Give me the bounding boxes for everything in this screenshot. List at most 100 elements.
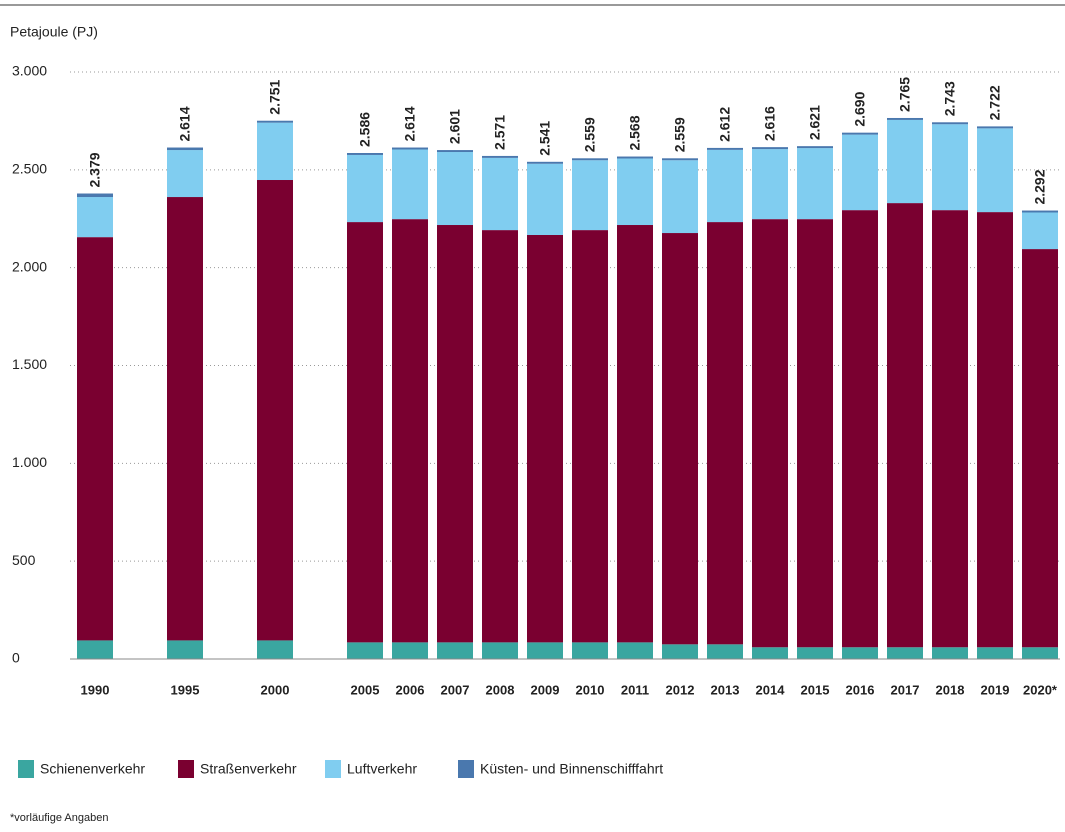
total-label: 2.601: [447, 109, 463, 144]
bar-segment: [482, 155, 518, 158]
bar-segment: [662, 158, 698, 161]
bar-segment: [527, 161, 563, 164]
y-tick-label: 3.000: [12, 63, 47, 79]
bar-segment: [707, 222, 743, 645]
bar-segment: [797, 219, 833, 648]
bar-segment: [842, 132, 878, 135]
total-label: 2.614: [402, 106, 418, 141]
bar-segment: [392, 147, 428, 150]
bar-segment: [77, 197, 113, 238]
x-tick-label: 2020*: [1023, 682, 1058, 697]
bar-segment: [257, 640, 293, 659]
bar-segment: [752, 219, 788, 648]
total-label: 2.612: [717, 107, 733, 142]
bar-segment: [77, 237, 113, 641]
total-label: 2.614: [177, 106, 193, 141]
legend-label: Luftverkehr: [347, 761, 417, 777]
bar-segment: [977, 212, 1013, 648]
bar-segment: [77, 193, 113, 198]
bar-segment: [347, 642, 383, 659]
x-tick-label: 2007: [441, 682, 470, 697]
bar-segment: [572, 642, 608, 659]
bar-segment: [527, 234, 563, 643]
legend-swatch: [458, 760, 474, 778]
bar-segment: [482, 157, 518, 231]
bar-segment: [1022, 249, 1058, 648]
x-tick-label: 2011: [621, 682, 649, 697]
x-tick-label: 2015: [801, 682, 830, 697]
x-tick-label: 2010: [576, 682, 605, 697]
x-tick-label: 2006: [396, 682, 425, 697]
y-tick-label: 1.500: [12, 356, 47, 372]
bar-segment: [932, 124, 968, 211]
bar-segment: [797, 647, 833, 659]
total-label: 2.621: [807, 105, 823, 140]
total-label: 2.586: [357, 112, 373, 147]
x-tick-label: 2013: [711, 682, 740, 697]
total-label: 2.722: [987, 85, 1003, 120]
bar-segment: [617, 642, 653, 659]
bar-segment: [437, 642, 473, 659]
bar-segment: [1022, 210, 1058, 213]
bar-segment: [392, 219, 428, 643]
bar-segment: [752, 147, 788, 150]
x-tick-label: 2014: [756, 682, 786, 697]
bar-segment: [77, 640, 113, 659]
bar-segment: [662, 160, 698, 234]
bar-segment: [167, 150, 203, 198]
total-label: 2.379: [87, 152, 103, 187]
legend-label: Küsten- und Binnenschifffahrt: [480, 761, 663, 777]
bar-segment: [527, 163, 563, 235]
bar-segment: [842, 134, 878, 211]
bar-segment: [572, 230, 608, 643]
bar-segment: [887, 119, 923, 204]
y-tick-label: 0: [12, 650, 20, 666]
y-tick-label: 1.000: [12, 454, 47, 470]
bar-segment: [887, 203, 923, 648]
x-tick-label: 1995: [171, 682, 200, 697]
bar-segment: [617, 225, 653, 643]
bar-segment: [392, 642, 428, 659]
bar-segment: [707, 147, 743, 150]
y-axis-label: Petajoule (PJ): [10, 24, 98, 40]
footnote: *vorläufige Angaben: [10, 812, 108, 824]
total-label: 2.571: [492, 115, 508, 150]
bar-segment: [347, 222, 383, 643]
total-label: 2.616: [762, 106, 778, 141]
bar-segment: [1022, 212, 1058, 250]
bar-segment: [932, 122, 968, 125]
legend-label: Straßenverkehr: [200, 761, 297, 777]
bar-segment: [752, 149, 788, 220]
total-label: 2.541: [537, 121, 553, 156]
bar-segment: [167, 197, 203, 641]
bar-segment: [977, 647, 1013, 659]
bar-segment: [347, 154, 383, 223]
bar-segment: [257, 120, 293, 123]
bar-segment: [437, 150, 473, 153]
x-tick-label: 2017: [891, 682, 920, 697]
bar-segment: [572, 158, 608, 161]
bar-segment: [752, 647, 788, 659]
bar-segment: [572, 160, 608, 231]
legend-swatch: [18, 760, 34, 778]
x-tick-label: 2005: [351, 682, 380, 697]
total-label: 2.559: [582, 117, 598, 152]
total-label: 2.292: [1032, 169, 1048, 204]
bar-segment: [887, 647, 923, 659]
bar-segment: [662, 644, 698, 659]
x-tick-label: 2019: [981, 682, 1010, 697]
total-label: 2.559: [672, 117, 688, 152]
bar-segment: [392, 149, 428, 220]
bar-segment: [662, 233, 698, 645]
x-tick-label: 2009: [531, 682, 560, 697]
bar-segment: [932, 647, 968, 659]
x-tick-label: 2000: [261, 682, 290, 697]
bar-segment: [437, 225, 473, 643]
x-tick-label: 2018: [936, 682, 965, 697]
bar-segment: [167, 640, 203, 659]
bar-segment: [257, 180, 293, 641]
bar-segment: [527, 642, 563, 659]
bar-segment: [797, 148, 833, 220]
x-tick-label: 2012: [666, 682, 695, 697]
